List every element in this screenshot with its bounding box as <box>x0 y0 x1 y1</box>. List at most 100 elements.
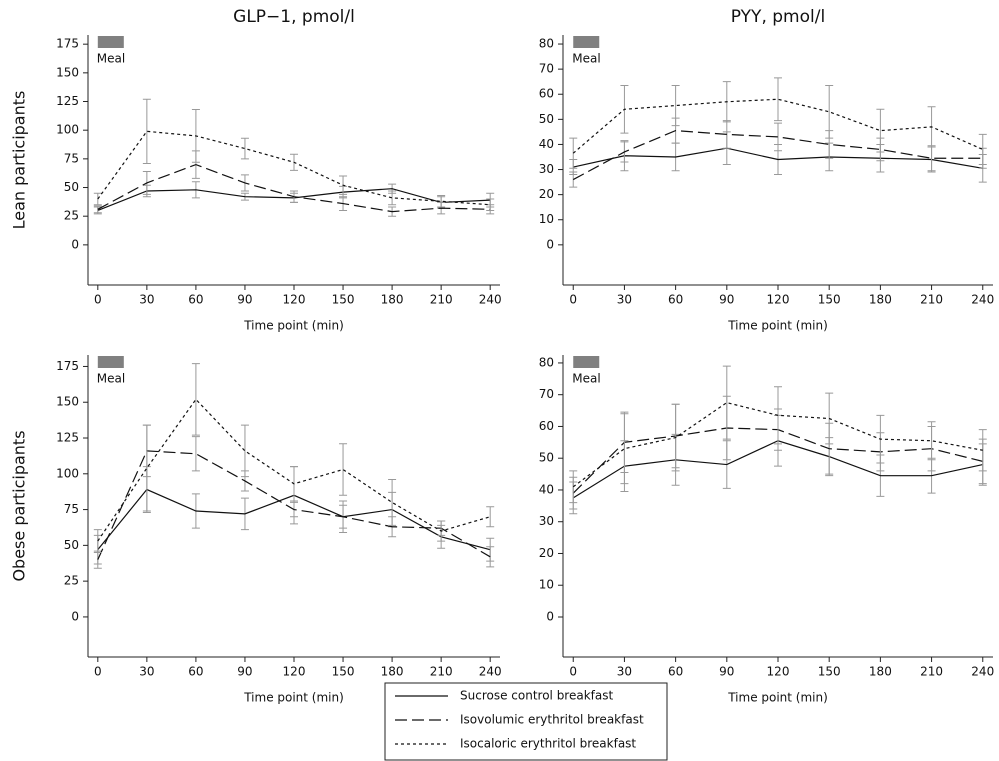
panel-title: PYY, pmol/l <box>731 7 825 27</box>
y-tick-label: 20 <box>539 187 554 201</box>
x-axis-label: Time point (min) <box>243 319 344 333</box>
series-line <box>97 398 491 542</box>
y-tick-label: 175 <box>56 37 79 51</box>
meal-box <box>97 356 124 368</box>
x-tick-label: 0 <box>94 293 102 307</box>
y-tick-label: 100 <box>56 466 79 480</box>
row-label: Obese participants <box>10 430 29 581</box>
x-tick-label: 120 <box>283 665 306 679</box>
error-bar <box>191 436 200 472</box>
legend-label: Isocaloric erythritol breakfast <box>460 737 636 751</box>
error-bar <box>978 133 987 166</box>
series-line <box>572 401 983 488</box>
x-tick-label: 30 <box>139 293 154 307</box>
x-tick-label: 60 <box>188 665 203 679</box>
error-bar <box>569 137 578 169</box>
x-tick-label: 30 <box>139 665 154 679</box>
y-tick-label: 175 <box>56 359 79 373</box>
series-line <box>97 130 491 206</box>
y-tick-label: 70 <box>539 62 554 76</box>
error-bar <box>437 195 446 208</box>
x-tick-label: 120 <box>283 293 306 307</box>
x-axis-label: Time point (min) <box>727 691 828 705</box>
y-tick-label: 75 <box>64 151 79 165</box>
error-bar <box>978 429 987 472</box>
error-bar <box>142 98 151 164</box>
x-tick-label: 210 <box>430 293 453 307</box>
y-tick-label: 0 <box>546 237 554 251</box>
meal-box <box>573 356 600 368</box>
y-tick-label: 50 <box>539 451 554 465</box>
x-tick-label: 60 <box>668 665 683 679</box>
x-tick-label: 180 <box>869 293 892 307</box>
x-tick-label: 90 <box>719 665 734 679</box>
x-axis-label: Time point (min) <box>243 691 344 705</box>
error-bar <box>774 77 782 122</box>
y-tick-label: 60 <box>539 419 554 433</box>
x-tick-label: 240 <box>971 665 994 679</box>
error-bar <box>927 421 936 461</box>
x-tick-label: 0 <box>94 665 102 679</box>
meal-label: Meal <box>97 372 125 386</box>
x-tick-label: 210 <box>920 293 943 307</box>
error-bar <box>722 365 731 440</box>
error-bar <box>388 190 397 206</box>
row-label: Lean participants <box>10 91 29 230</box>
error-bar <box>774 122 782 152</box>
y-tick-label: 50 <box>539 112 554 126</box>
panel-title: GLP−1, pmol/l <box>233 7 355 27</box>
error-bar <box>825 84 834 139</box>
y-tick-label: 0 <box>546 609 554 623</box>
x-tick-label: 0 <box>569 665 577 679</box>
legend-label: Isovolumic erythritol breakfast <box>460 713 644 727</box>
meal-box <box>97 36 124 48</box>
y-tick-label: 25 <box>64 574 79 588</box>
legend-label: Sucrose control breakfast <box>460 689 613 703</box>
error-bar <box>388 479 397 526</box>
y-tick-label: 25 <box>64 209 79 223</box>
x-tick-label: 210 <box>920 665 943 679</box>
y-tick-label: 80 <box>539 37 554 51</box>
x-tick-label: 90 <box>237 293 252 307</box>
error-bar <box>93 192 102 206</box>
series-line <box>97 450 491 560</box>
x-tick-label: 60 <box>188 293 203 307</box>
y-tick-label: 60 <box>539 87 554 101</box>
x-axis-label: Time point (min) <box>727 319 828 333</box>
x-tick-label: 180 <box>381 293 404 307</box>
x-tick-label: 0 <box>569 293 577 307</box>
x-tick-label: 240 <box>971 293 994 307</box>
x-tick-label: 90 <box>237 665 252 679</box>
y-tick-label: 40 <box>539 137 554 151</box>
y-tick-label: 75 <box>64 502 79 516</box>
error-bar <box>620 413 629 485</box>
y-tick-label: 50 <box>64 538 79 552</box>
x-tick-label: 30 <box>617 293 632 307</box>
x-tick-label: 150 <box>332 293 355 307</box>
y-tick-label: 10 <box>539 212 554 226</box>
x-tick-label: 60 <box>668 293 683 307</box>
y-tick-label: 10 <box>539 578 554 592</box>
y-tick-label: 0 <box>71 237 79 251</box>
y-tick-label: 0 <box>71 609 79 623</box>
error-bar <box>671 84 680 127</box>
error-bar <box>339 443 348 496</box>
y-tick-label: 125 <box>56 431 79 445</box>
y-tick-label: 80 <box>539 355 554 369</box>
x-tick-label: 150 <box>332 665 355 679</box>
x-tick-label: 150 <box>818 293 841 307</box>
x-tick-label: 240 <box>479 293 502 307</box>
meal-label: Meal <box>97 52 125 66</box>
x-tick-label: 120 <box>767 665 790 679</box>
error-bar <box>240 424 249 478</box>
x-tick-label: 180 <box>381 665 404 679</box>
x-tick-label: 210 <box>430 665 453 679</box>
x-tick-label: 150 <box>818 665 841 679</box>
meal-box <box>573 36 600 48</box>
y-tick-label: 30 <box>539 514 554 528</box>
x-tick-label: 90 <box>719 293 734 307</box>
meal-label: Meal <box>572 372 600 386</box>
x-tick-label: 30 <box>617 665 632 679</box>
y-tick-label: 40 <box>539 482 554 496</box>
